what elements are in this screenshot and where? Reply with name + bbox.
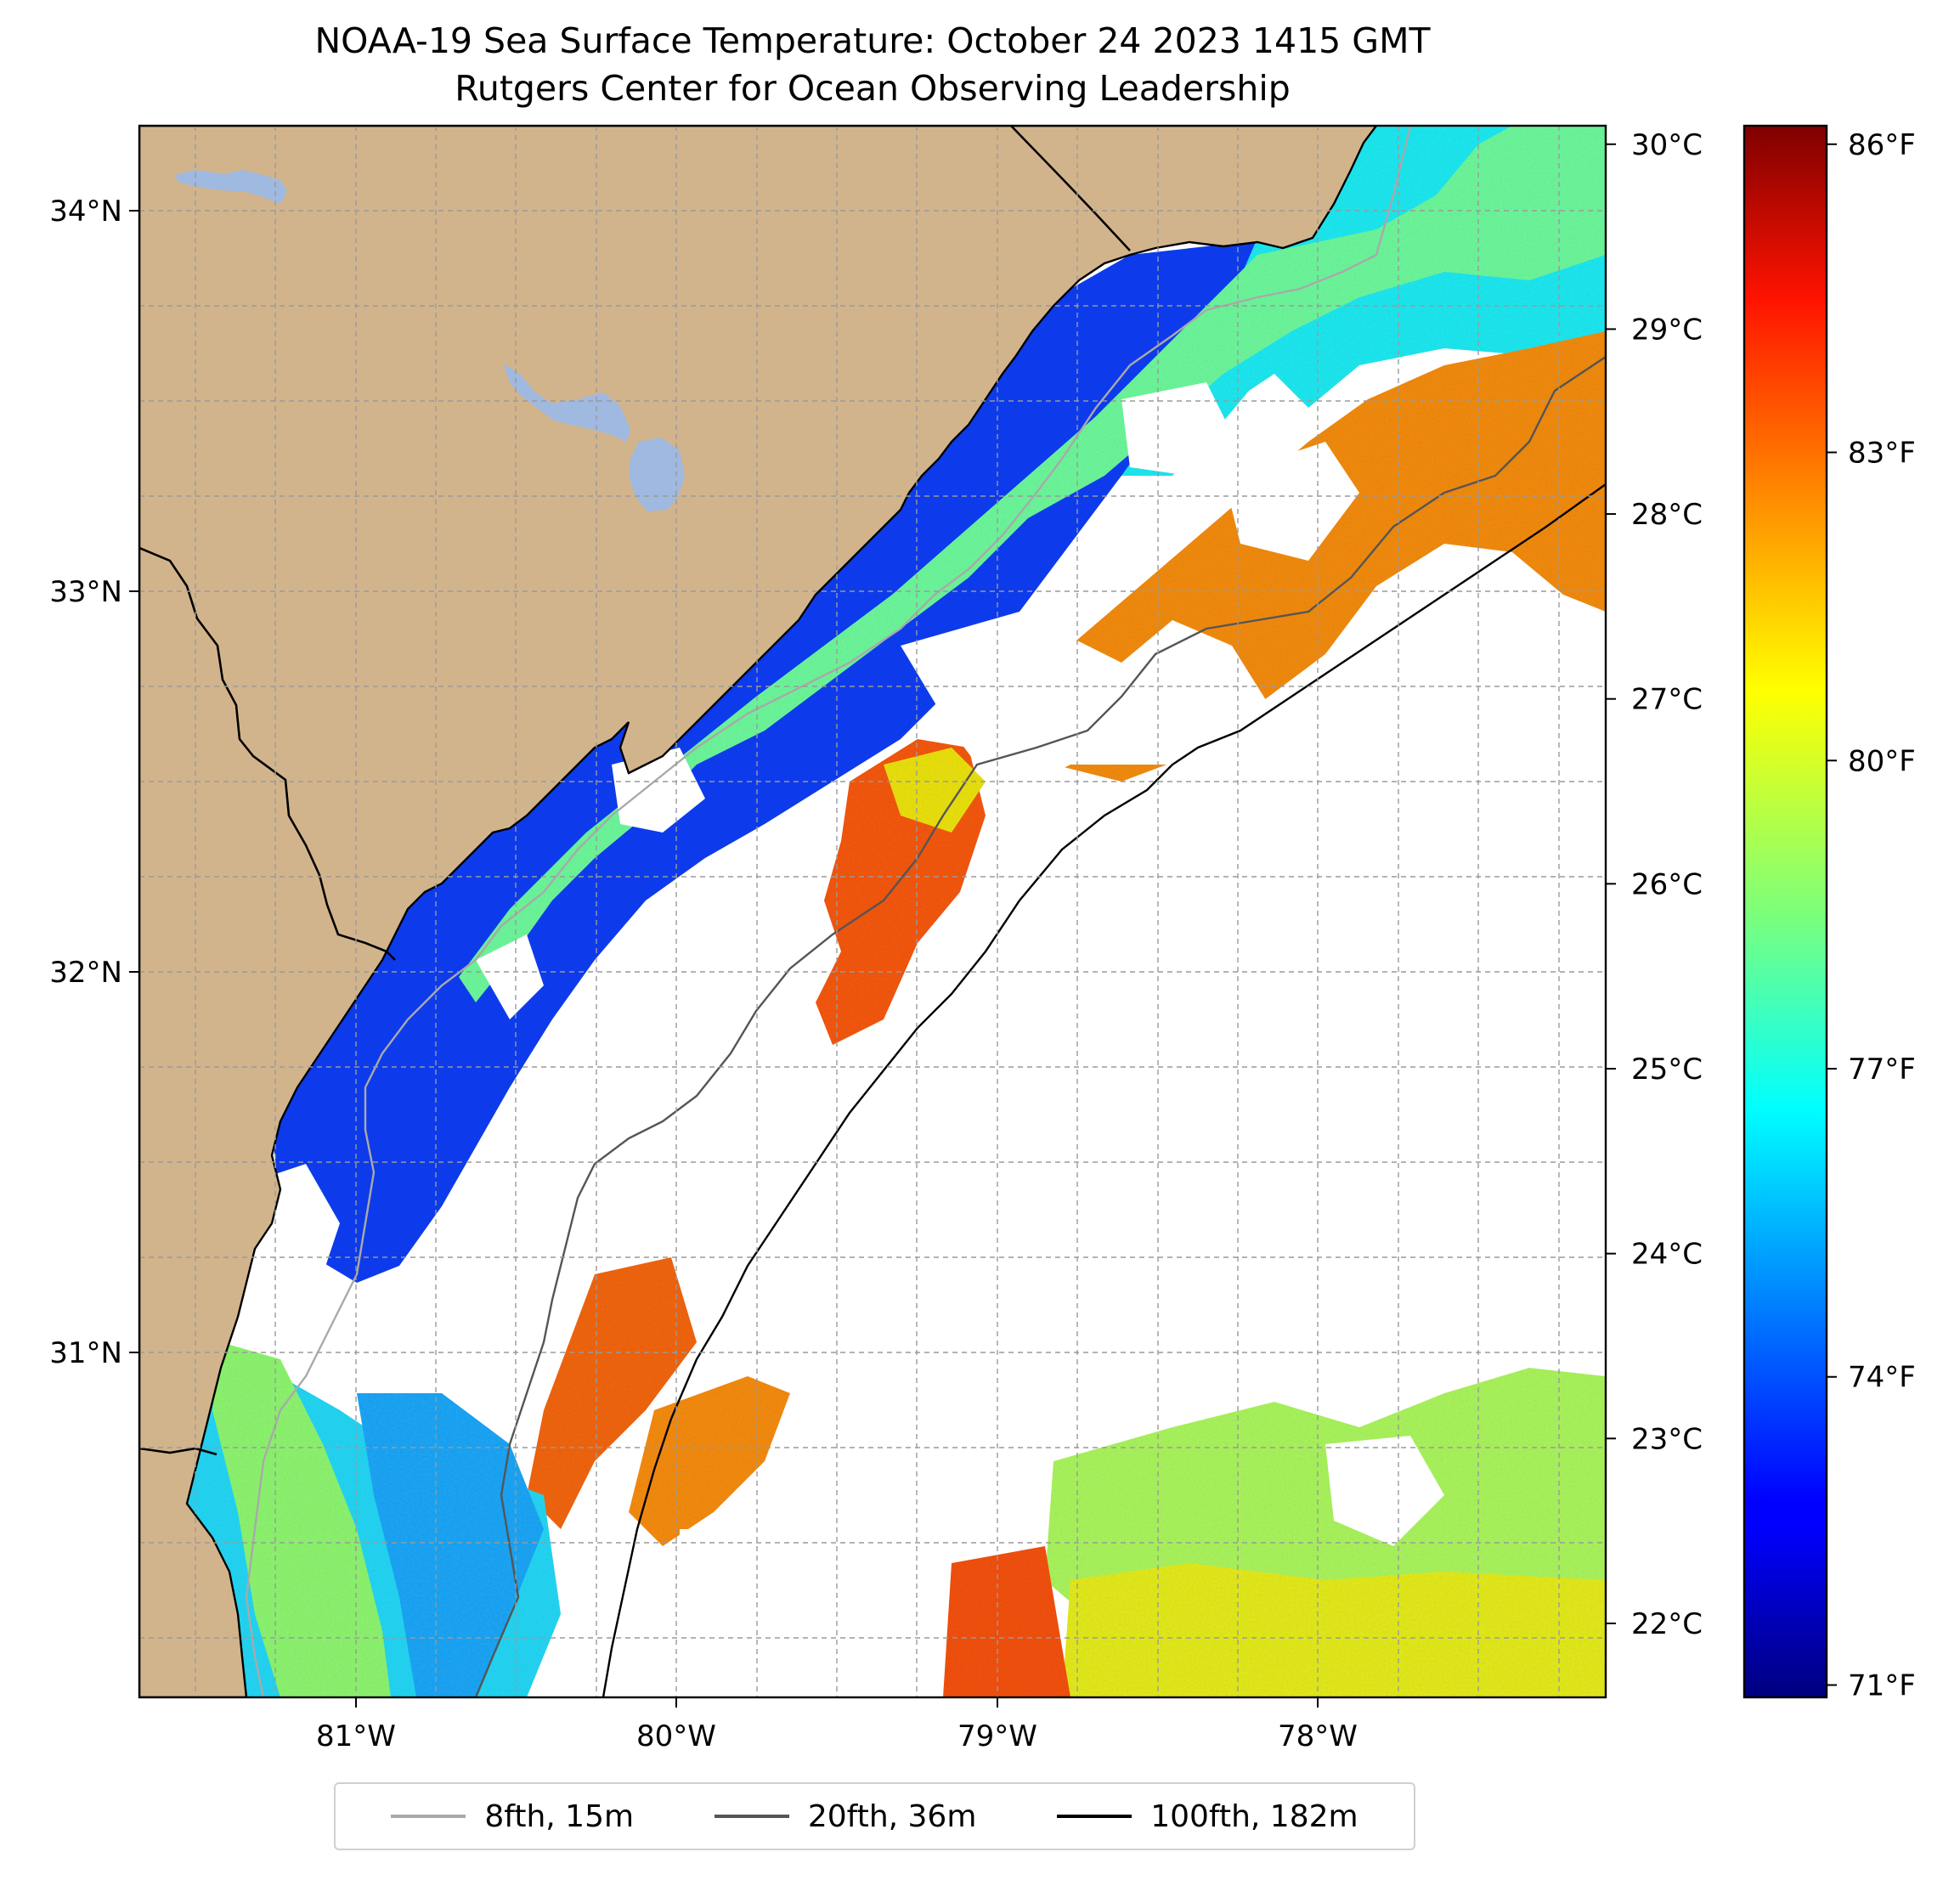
celsius-label: 23°C bbox=[1631, 1422, 1703, 1456]
state-boundary-ga-fl bbox=[139, 1447, 217, 1456]
map-frame bbox=[138, 124, 1607, 1699]
lon-label-79w: 79°W bbox=[957, 1719, 1037, 1753]
legend-item-8fth: 8fth, 15m bbox=[391, 1799, 634, 1834]
lake-north bbox=[174, 170, 287, 204]
latitude-axis: 34°N 33°N 32°N 31°N bbox=[49, 195, 139, 1370]
lat-label-31: 31°N bbox=[49, 1336, 122, 1370]
land-mass bbox=[139, 126, 1378, 1697]
legend-swatch-20fth bbox=[714, 1815, 789, 1818]
sst-warm-patch-south-2 bbox=[629, 1376, 790, 1546]
legend-item-100fth: 100fth, 182m bbox=[1057, 1799, 1358, 1834]
celsius-label: 22°C bbox=[1631, 1607, 1703, 1641]
fahrenheit-label: 77°F bbox=[1848, 1053, 1916, 1087]
legend-label-100fth: 100fth, 182m bbox=[1150, 1798, 1358, 1834]
fahrenheit-label: 80°F bbox=[1848, 744, 1916, 778]
fahrenheit-label: 83°F bbox=[1848, 437, 1916, 471]
lon-label-78w: 78°W bbox=[1278, 1719, 1358, 1753]
lake-marion bbox=[503, 364, 630, 442]
lon-label-81w: 81°W bbox=[316, 1719, 396, 1753]
state-boundary-nc-sc bbox=[1010, 126, 1131, 251]
colorbar: 30°C 29°C 28°C 27°C 26°C 25°C 24°C 23°C 22°C 86°… bbox=[1606, 124, 1916, 1702]
longitude-axis: 81°W 80°W 79°W 78°W bbox=[316, 1697, 1358, 1753]
bathymetry-legend: 8fth, 15m 20fth, 36m 100fth, 182m bbox=[334, 1782, 1415, 1850]
legend-swatch-100fth bbox=[1057, 1815, 1133, 1818]
celsius-label: 25°C bbox=[1631, 1053, 1703, 1087]
gridlines bbox=[139, 126, 1606, 1697]
lat-label-32: 32°N bbox=[49, 956, 122, 990]
celsius-label: 30°C bbox=[1631, 128, 1703, 162]
map-panel bbox=[139, 126, 1606, 1697]
legend-item-20fth: 20fth, 36m bbox=[714, 1798, 977, 1834]
fahrenheit-label: 71°F bbox=[1848, 1668, 1916, 1702]
fahrenheit-label: 74°F bbox=[1848, 1361, 1916, 1395]
lat-label-34: 34°N bbox=[49, 195, 122, 229]
colorbar-gradient bbox=[1743, 124, 1828, 1699]
fahrenheit-label: 86°F bbox=[1848, 128, 1916, 162]
chart-title: NOAA-19 Sea Surface Temperature: October… bbox=[314, 20, 1431, 61]
legend-label-20fth: 20fth, 36m bbox=[807, 1798, 977, 1834]
celsius-label: 28°C bbox=[1631, 498, 1703, 532]
sst-southeast-yellow bbox=[1062, 1563, 1606, 1697]
celsius-label: 26°C bbox=[1631, 867, 1703, 901]
celsius-label: 29°C bbox=[1631, 313, 1703, 347]
sst-midshelf-green bbox=[459, 126, 1606, 1002]
legend-label-8fth: 8fth, 15m bbox=[484, 1798, 635, 1834]
sst-warm-patch-south bbox=[527, 1257, 697, 1529]
sst-south-inner-green bbox=[212, 1342, 391, 1697]
contour-100fth bbox=[602, 483, 1606, 1697]
contour-20fth bbox=[474, 356, 1606, 1697]
sst-south-orange-band bbox=[943, 1546, 1070, 1697]
celsius-label: 27°C bbox=[1631, 683, 1703, 717]
celsius-ticks: 30°C 29°C 28°C 27°C 26°C 25°C 24°C 23°C 22°C bbox=[1606, 128, 1703, 1641]
lon-label-80w: 80°W bbox=[636, 1719, 716, 1753]
contour-8fth bbox=[245, 126, 1412, 1697]
lake-moultrie bbox=[629, 438, 685, 511]
sst-yellow-patch bbox=[884, 748, 986, 833]
celsius-label: 24°C bbox=[1631, 1238, 1703, 1272]
sst-south-mid-blue bbox=[357, 1393, 544, 1697]
chart-subtitle: Rutgers Center for Ocean Observing Leade… bbox=[455, 68, 1291, 109]
lat-label-33: 33°N bbox=[49, 575, 122, 609]
legend-swatch-8fth bbox=[391, 1815, 466, 1818]
fahrenheit-ticks: 86°F 83°F 80°F 77°F 74°F 71°F bbox=[1827, 128, 1916, 1702]
